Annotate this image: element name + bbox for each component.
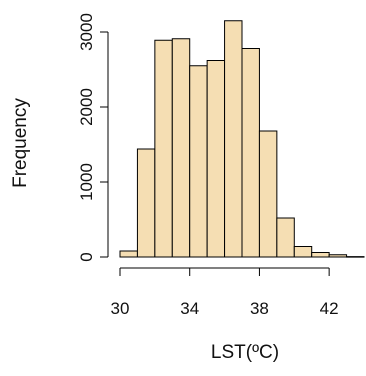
- y-tick-label-1: 1000: [77, 163, 96, 201]
- histogram-bar-9: [276, 217, 295, 258]
- y-tick-label-0: 0: [77, 252, 96, 261]
- histogram-bar-3: [171, 38, 191, 258]
- x-tick-label-3: 42: [320, 299, 339, 318]
- x-tick-label-2: 38: [250, 299, 269, 318]
- x-axis-title: LST(ºC): [211, 342, 279, 363]
- histogram-bar-11: [311, 252, 330, 258]
- bars-group: [119, 20, 365, 258]
- histogram-bar-5: [206, 60, 226, 258]
- histogram-bar-10: [293, 246, 313, 258]
- histogram-bar-13: [346, 256, 365, 258]
- y-tick-label-2: 2000: [77, 88, 96, 126]
- histogram-bar-0: [119, 250, 138, 258]
- y-tick-label-3: 3000: [77, 13, 96, 51]
- x-tick-label-0: 30: [111, 299, 130, 318]
- histogram-bar-2: [154, 39, 173, 258]
- y-axis-title: Frequency: [10, 98, 31, 188]
- x-tick-label-1: 34: [180, 299, 199, 318]
- histogram-bar-6: [224, 20, 243, 258]
- histogram-bar-1: [136, 148, 156, 258]
- histogram-bar-4: [189, 65, 208, 258]
- y-axis: 0 1000 2000 3000: [77, 13, 109, 262]
- histogram-bar-12: [328, 254, 348, 258]
- histogram-bar-8: [258, 130, 278, 258]
- histogram-bar-7: [241, 48, 260, 258]
- x-axis: 30 34 38 42: [111, 267, 339, 318]
